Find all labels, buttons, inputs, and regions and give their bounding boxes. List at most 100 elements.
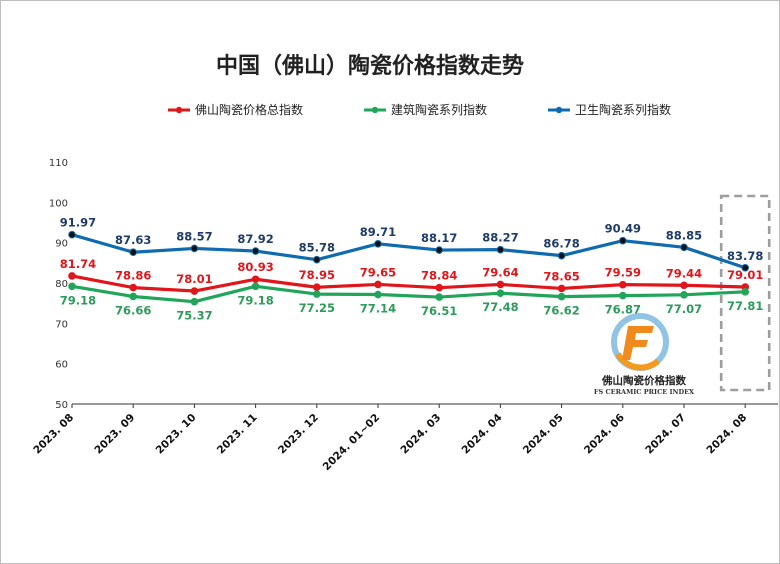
data-label: 78.01 [176,272,212,286]
data-point [741,288,750,296]
data-label: 79.18 [60,293,96,307]
data-point [251,247,260,255]
legend-swatch-marker [555,106,563,114]
chart-title: 中国（佛山）陶瓷价格指数走势 [216,53,524,79]
data-label: 76.87 [605,303,641,317]
data-point [129,248,137,257]
logo-arc [615,352,660,371]
y-tick-label: 70 [55,319,68,330]
data-point [129,292,137,301]
data-label: 79.44 [666,266,702,280]
data-label: 85.78 [299,241,335,255]
data-label: 88.17 [421,231,457,245]
series-line [71,233,746,270]
data-point [496,280,505,289]
x-tick-label: 2024. 08 [704,412,749,457]
y-tick-label: 80 [55,279,68,290]
data-label: 88.57 [176,229,212,243]
logo-letter-f [622,326,654,360]
data-label: 88.27 [482,231,518,245]
data-label: 77.14 [360,302,396,316]
y-tick-label: 100 [49,198,68,209]
data-point [374,280,382,289]
x-tick-label: 2024. 05 [521,412,566,457]
data-label: 78.65 [543,269,579,283]
data-point [557,251,566,260]
y-tick-label: 60 [55,360,68,371]
x-tick-label: 2023. 12 [276,412,321,457]
data-label: 79.01 [727,268,763,282]
data-point [251,282,260,291]
legend-entry: 佛山陶瓷价格总指数 [195,102,303,117]
data-point [68,272,76,280]
data-point [680,281,688,290]
data-point [313,283,321,292]
legend-swatch-marker [371,106,379,114]
data-point [68,282,76,291]
data-point [557,284,566,293]
data-label: 87.63 [115,233,151,247]
data-point [741,263,750,272]
x-tick-label: 2024. 07 [643,412,688,457]
x-tick-label: 2023. 08 [31,412,76,457]
data-label: 91.97 [60,216,96,230]
data-label: 88.85 [666,228,702,242]
data-label: 89.71 [360,225,396,239]
legend-entry: 卫生陶瓷系列指数 [575,102,671,117]
data-label: 76.66 [115,303,151,317]
data-point [435,293,444,301]
highlight-dashed-box [719,194,771,392]
data-point [313,255,321,264]
data-label: 76.62 [543,304,579,318]
data-label: 79.65 [360,265,396,279]
data-point [190,297,199,306]
data-point [435,246,444,254]
data-label: 87.92 [237,232,273,246]
legend: 佛山陶瓷价格总指数 建筑陶瓷系列指数 卫生陶瓷系列指数 [168,102,671,117]
data-label: 77.81 [727,299,763,313]
data-label: 78.95 [299,268,335,282]
data-point [190,287,199,295]
data-label: 86.78 [543,237,579,251]
highlight-box [719,194,771,392]
data-label: 77.07 [666,302,702,316]
data-label: 77.48 [482,300,518,314]
x-tick-label: 2024. 06 [582,412,627,457]
legend-swatch-marker [175,106,183,114]
data-label: 76.51 [421,304,457,318]
data-label: 79.59 [605,266,641,280]
data-point [68,230,76,239]
x-tick-label: 2024. 01~02 [321,412,382,473]
data-label: 77.25 [299,301,335,315]
data-label: 78.86 [115,269,151,283]
data-point [496,289,505,297]
data-point [496,245,505,254]
data-point [374,290,382,299]
data-label: 79.18 [237,293,273,307]
data-point [129,283,137,292]
data-point [619,236,627,245]
y-tick-label: 90 [55,239,68,250]
y-tick-label: 110 [49,158,68,169]
data-labels: 81.74 78.86 78.01 80.93 78.95 79.65 78.84 79.64… [60,216,764,323]
watermark-en: FS CERAMIC PRICE INDEX [594,388,695,396]
data-point [251,275,260,284]
data-label: 80.93 [237,260,273,274]
x-tick-label: 2023. 09 [92,412,137,457]
data-point [190,244,199,253]
data-point [619,291,627,300]
data-point [680,291,688,299]
series-line [71,284,746,304]
x-tick-label: 2023. 10 [154,412,199,457]
y-tick-label: 50 [55,400,68,411]
series-line [71,274,746,293]
watermark-cn: 佛山陶瓷价格指数 [601,374,686,387]
data-label: 79.64 [482,265,518,279]
data-point [435,283,444,292]
data-point [374,240,382,248]
legend-entry: 建筑陶瓷系列指数 [391,102,487,117]
data-label: 78.84 [421,269,457,283]
